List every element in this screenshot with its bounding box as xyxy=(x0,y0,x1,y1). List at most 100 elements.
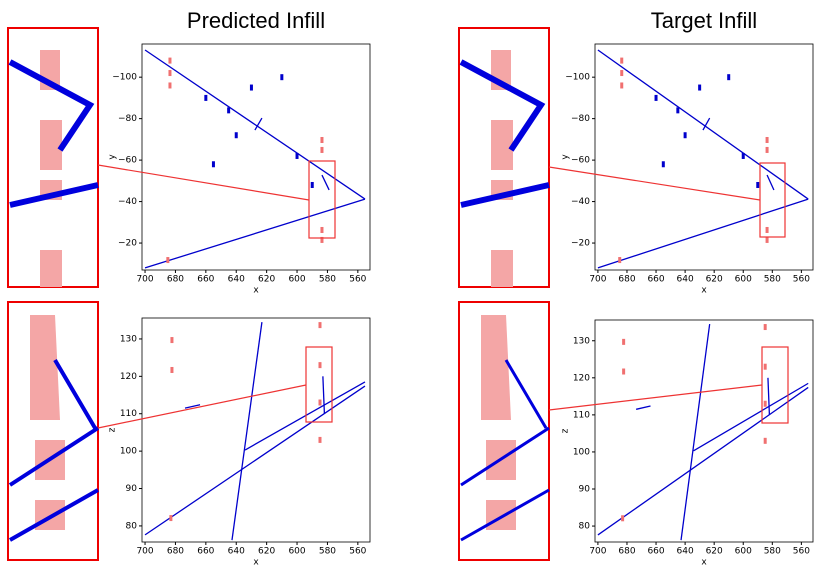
x-axis-label: x xyxy=(701,558,707,568)
x-axis-label: x xyxy=(253,286,259,296)
x-tick-label: 600 xyxy=(288,275,305,285)
hit xyxy=(318,399,322,406)
y-axis-label: y xyxy=(108,154,118,160)
x-tick-label: 580 xyxy=(764,275,781,285)
plot: 700 680 660 640 620 600 580 560 80 90 100 110 120 130… xyxy=(108,317,371,568)
hit xyxy=(320,226,324,233)
track xyxy=(767,377,771,415)
x-tick-label: 580 xyxy=(319,547,336,557)
track xyxy=(680,323,711,541)
plot: Predicted Infill 700 680 660 640 620 600 580 560… xyxy=(108,8,371,296)
hit xyxy=(620,57,624,64)
hit xyxy=(318,362,322,369)
x-tick-label: 620 xyxy=(706,275,723,285)
hit xyxy=(318,436,322,443)
y-tick-label: 130 xyxy=(573,336,590,346)
y-tick-label: 120 xyxy=(573,373,590,383)
y-tick-label: −60 xyxy=(571,156,590,166)
plot: Target Infill 700 680 660 640 620 600 580 560 −10… xyxy=(561,8,814,296)
hit xyxy=(166,257,170,264)
x-tick-label: 640 xyxy=(677,547,694,557)
y-tick-label: −80 xyxy=(571,114,590,124)
track xyxy=(144,385,366,536)
hit xyxy=(763,437,767,444)
track xyxy=(244,381,366,451)
y-axis-label: z xyxy=(561,428,571,433)
x-tick-label: 560 xyxy=(793,547,810,557)
hit xyxy=(622,338,626,345)
track xyxy=(321,174,330,191)
track xyxy=(144,49,366,200)
x-tick-label: 600 xyxy=(735,275,752,285)
hit xyxy=(618,257,622,264)
hit xyxy=(249,84,253,91)
x-axis-label: x xyxy=(701,286,707,296)
y-tick-label: 100 xyxy=(573,447,590,457)
x-tick-label: 700 xyxy=(136,547,153,557)
hit xyxy=(676,107,680,114)
hit xyxy=(621,515,625,522)
y-tick-label: 80 xyxy=(126,521,138,531)
x-tick-label: 560 xyxy=(793,275,810,285)
y-tick-label: −20 xyxy=(118,239,137,249)
hit xyxy=(169,515,173,522)
hit xyxy=(661,161,665,168)
hit xyxy=(741,152,745,159)
zoom-indicators xyxy=(97,160,789,429)
x-tick-label: 640 xyxy=(228,275,245,285)
hit xyxy=(204,94,208,101)
y-axis-label: y xyxy=(561,154,571,160)
y-axis-label: z xyxy=(108,427,118,432)
plot-frame xyxy=(594,43,814,271)
y-tick-label: 90 xyxy=(579,485,591,495)
hit xyxy=(211,161,215,168)
inset xyxy=(7,27,99,288)
x-tick-label: 660 xyxy=(647,547,664,557)
x-tick-label: 660 xyxy=(197,275,214,285)
track xyxy=(254,117,263,131)
hit xyxy=(320,136,324,143)
y-tick-label: −40 xyxy=(118,197,137,207)
y-tick-label: −60 xyxy=(118,156,137,166)
hit xyxy=(763,400,767,407)
y-tick-label: −40 xyxy=(571,197,590,207)
hit xyxy=(320,146,324,153)
hit xyxy=(727,74,731,81)
y-tick-label: 130 xyxy=(120,334,137,344)
x-tick-label: 580 xyxy=(764,547,781,557)
hit xyxy=(170,337,174,344)
x-tick-label: 560 xyxy=(349,275,366,285)
inset xyxy=(7,301,100,561)
track xyxy=(597,49,809,200)
x-tick-label: 660 xyxy=(647,275,664,285)
x-tick-label: 600 xyxy=(288,547,305,557)
chart-title: Target Infill xyxy=(651,8,757,33)
hit xyxy=(310,181,314,188)
hit xyxy=(763,363,767,370)
hit xyxy=(763,324,767,331)
plot: 700 680 660 640 620 600 580 560 80 90 100 110 120 130… xyxy=(561,319,814,568)
x-tick-label: 620 xyxy=(258,547,275,557)
hit xyxy=(227,107,231,114)
hit xyxy=(765,236,769,243)
x-tick-label: 680 xyxy=(167,275,184,285)
x-tick-label: 640 xyxy=(677,275,694,285)
hit xyxy=(170,366,174,373)
x-tick-label: 680 xyxy=(618,275,635,285)
hit xyxy=(765,226,769,233)
x-tick-label: 640 xyxy=(228,547,245,557)
y-tick-label: 120 xyxy=(120,372,137,382)
plot-frame xyxy=(141,43,371,271)
hit xyxy=(756,181,760,188)
hit xyxy=(683,132,687,139)
hit xyxy=(698,84,702,91)
x-tick-label: 680 xyxy=(618,547,635,557)
x-tick-label: 660 xyxy=(197,547,214,557)
hit xyxy=(318,322,322,329)
inset xyxy=(458,301,550,561)
y-tick-label: −100 xyxy=(112,73,137,83)
hit xyxy=(765,136,769,143)
y-tick-label: 110 xyxy=(120,409,137,419)
y-tick-label: 100 xyxy=(120,447,137,457)
